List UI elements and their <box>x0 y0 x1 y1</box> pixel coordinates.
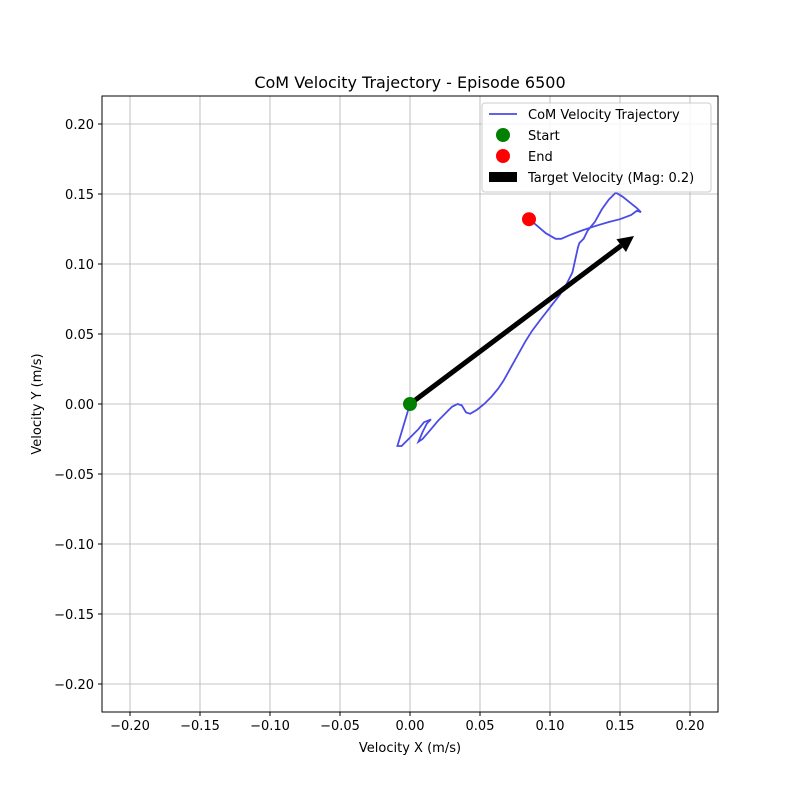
y-tick-label: 0.10 <box>65 258 94 273</box>
start-marker <box>403 397 417 411</box>
legend-end-swatch <box>496 149 510 163</box>
x-tick-label: 0.05 <box>466 719 495 734</box>
legend-label-trajectory: CoM Velocity Trajectory <box>528 108 680 123</box>
legend: CoM Velocity Trajectory Start End Target… <box>481 102 712 193</box>
y-tick-label: −0.10 <box>54 538 94 553</box>
end-marker <box>522 212 536 227</box>
x-axis-ticks: −0.20 −0.15 −0.10 −0.05 0.00 0.05 0.10 0.15 0.20 <box>110 712 704 734</box>
x-tick-label: 0.15 <box>606 719 635 734</box>
x-tick-label: −0.10 <box>250 719 290 734</box>
y-tick-label: 0.05 <box>65 328 94 343</box>
y-tick-label: 0.15 <box>65 188 94 203</box>
x-tick-label: −0.20 <box>110 719 150 734</box>
x-tick-label: 0.00 <box>396 719 425 734</box>
y-tick-label: 0.20 <box>65 118 94 133</box>
y-axis-label: Velocity Y (m/s) <box>30 353 45 454</box>
y-tick-label: −0.05 <box>54 468 94 483</box>
x-tick-label: 0.20 <box>676 719 705 734</box>
trajectory-line <box>396 191 642 447</box>
legend-start-swatch <box>496 128 510 142</box>
x-tick-label: −0.15 <box>180 719 220 734</box>
target-velocity-arrow-head <box>616 236 634 252</box>
legend-label-end: End <box>528 150 553 165</box>
y-tick-label: −0.20 <box>54 678 94 693</box>
legend-box <box>481 102 712 193</box>
x-tick-label: 0.10 <box>536 719 565 734</box>
x-axis-label: Velocity X (m/s) <box>359 741 461 756</box>
target-velocity-arrow-shaft <box>408 243 623 407</box>
legend-arrow-swatch <box>489 172 517 182</box>
y-tick-label: 0.00 <box>65 398 94 413</box>
plot-frame <box>101 95 719 713</box>
x-tick-label: −0.05 <box>320 719 360 734</box>
legend-label-target: Target Velocity (Mag: 0.2) <box>527 171 694 186</box>
y-axis-ticks: −0.20 −0.15 −0.10 −0.05 0.00 0.05 0.10 0.15 0.20 <box>54 118 102 693</box>
legend-label-start: Start <box>528 129 560 144</box>
y-tick-label: −0.15 <box>54 608 94 623</box>
chart-title: CoM Velocity Trajectory - Episode 6500 <box>254 73 565 92</box>
